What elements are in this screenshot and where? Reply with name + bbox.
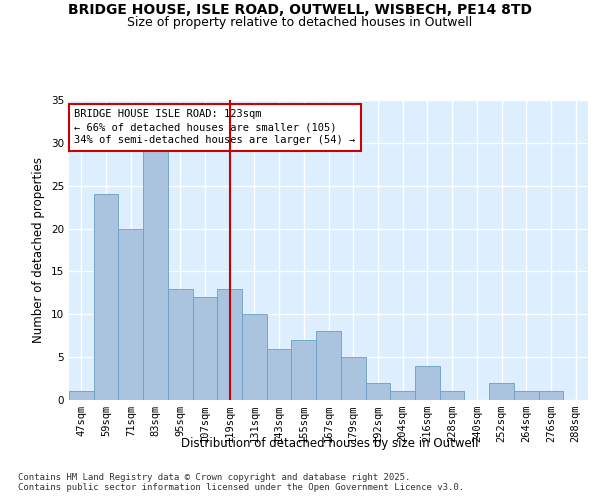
Bar: [415, 366, 440, 400]
Bar: [489, 383, 514, 400]
Bar: [143, 152, 168, 400]
Y-axis label: Number of detached properties: Number of detached properties: [32, 157, 46, 343]
Bar: [118, 228, 143, 400]
Text: Distribution of detached houses by size in Outwell: Distribution of detached houses by size …: [181, 438, 479, 450]
Bar: [316, 332, 341, 400]
Bar: [94, 194, 118, 400]
Bar: [365, 383, 390, 400]
Text: BRIDGE HOUSE, ISLE ROAD, OUTWELL, WISBECH, PE14 8TD: BRIDGE HOUSE, ISLE ROAD, OUTWELL, WISBEC…: [68, 2, 532, 16]
Bar: [390, 392, 415, 400]
Text: Contains HM Land Registry data © Crown copyright and database right 2025.
Contai: Contains HM Land Registry data © Crown c…: [18, 472, 464, 492]
Bar: [267, 348, 292, 400]
Bar: [539, 392, 563, 400]
Text: Size of property relative to detached houses in Outwell: Size of property relative to detached ho…: [127, 16, 473, 29]
Bar: [168, 288, 193, 400]
Bar: [440, 392, 464, 400]
Bar: [69, 392, 94, 400]
Bar: [242, 314, 267, 400]
Bar: [217, 288, 242, 400]
Bar: [292, 340, 316, 400]
Bar: [514, 392, 539, 400]
Text: BRIDGE HOUSE ISLE ROAD: 123sqm
← 66% of detached houses are smaller (105)
34% of: BRIDGE HOUSE ISLE ROAD: 123sqm ← 66% of …: [74, 109, 355, 146]
Bar: [341, 357, 365, 400]
Bar: [193, 297, 217, 400]
